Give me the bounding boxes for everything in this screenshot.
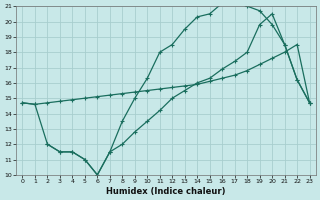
X-axis label: Humidex (Indice chaleur): Humidex (Indice chaleur) bbox=[106, 187, 226, 196]
